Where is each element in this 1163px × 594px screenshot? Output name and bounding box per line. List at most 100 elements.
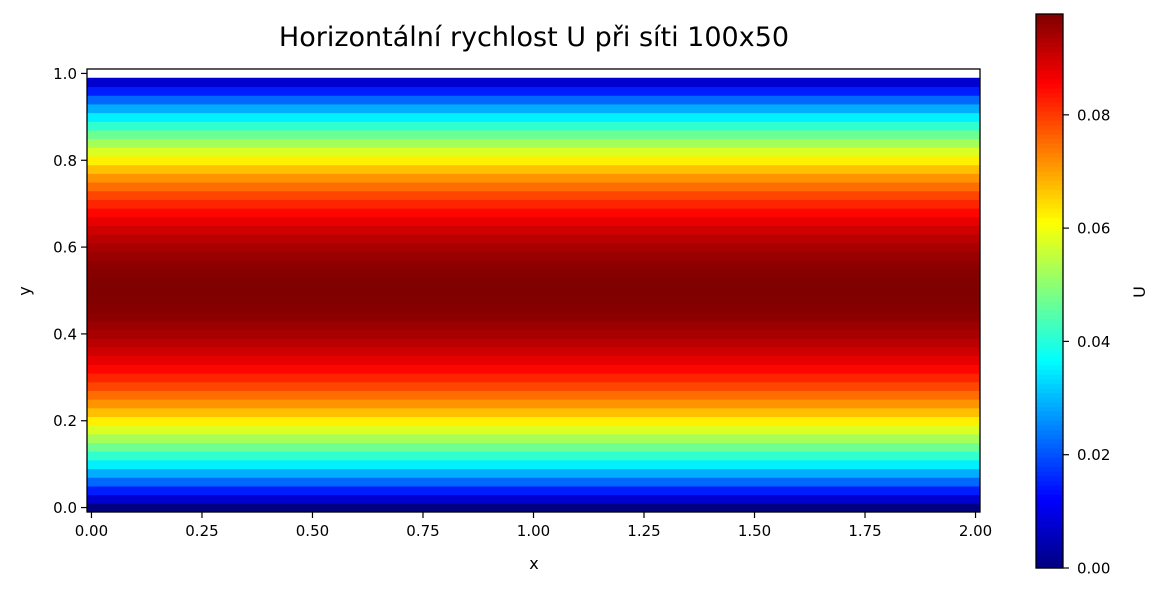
heatmap-cell — [87, 407, 980, 418]
colorbar-frame — [1035, 13, 1064, 569]
colorbar-segment — [1036, 41, 1063, 47]
heatmap-cell — [87, 77, 980, 88]
colorbar-segment — [1036, 50, 1063, 57]
colorbar-segment — [1036, 434, 1063, 440]
colorbar-segment — [1036, 161, 1063, 167]
colorbar-segment — [1036, 101, 1063, 107]
colorbar-segment — [1036, 277, 1063, 283]
colorbar-segment — [1036, 521, 1063, 528]
x-axis-label: x — [529, 554, 538, 573]
colorbar-segment — [1036, 203, 1063, 209]
colorbar-segment — [1036, 364, 1063, 371]
colorbar-segment — [1036, 471, 1063, 477]
colorbar-segment — [1036, 254, 1063, 260]
colorbar-segment — [1036, 443, 1063, 449]
colorbar-segment — [1036, 78, 1063, 84]
x-tick-label: 1.50 — [738, 522, 771, 540]
colorbar-segment — [1036, 32, 1063, 38]
heatmap-cell — [87, 312, 980, 322]
heatmap-cell — [87, 225, 980, 235]
colorbar-segment — [1036, 267, 1063, 274]
colorbar-segment — [1036, 235, 1063, 241]
heatmap-cell — [87, 355, 980, 365]
heatmap-cell — [87, 181, 980, 192]
colorbar-segment — [1036, 498, 1063, 504]
heatmap-cell — [87, 468, 980, 478]
x-tick-label: 1.75 — [848, 522, 881, 540]
x-tick-label: 0.00 — [75, 522, 108, 540]
colorbar-segment — [1036, 392, 1063, 398]
heatmap-cell — [87, 459, 980, 470]
colorbar-segment — [1036, 304, 1063, 311]
colorbar-segment — [1036, 14, 1063, 20]
colorbar-segment — [1036, 554, 1063, 560]
colorbar-segment — [1036, 134, 1063, 140]
colorbar-segment — [1036, 124, 1063, 131]
colorbar-segment — [1036, 69, 1063, 75]
heatmap-cell — [87, 433, 980, 444]
colorbar-segment — [1036, 152, 1063, 158]
y-axis-ticks: 0.0 0.2 0.4 0.6 0.8 1.0 — [53, 65, 87, 517]
heatmap-cell — [87, 442, 980, 452]
heatmap-cell — [87, 277, 980, 287]
colorbar-segment — [1036, 355, 1063, 361]
heatmap-cell — [87, 251, 980, 261]
colorbar-segment — [1036, 429, 1063, 435]
colorbar-segment — [1036, 244, 1063, 251]
colorbar-segment — [1036, 46, 1063, 52]
x-tick-label: 0.25 — [185, 522, 218, 540]
heatmap-cell — [87, 242, 980, 253]
colorbar-segment — [1036, 143, 1063, 149]
colorbar-segment — [1036, 401, 1063, 408]
colorbar-segment — [1036, 129, 1063, 135]
colorbar-segment — [1036, 226, 1063, 232]
y-tick-label: 0.8 — [53, 152, 77, 170]
colorbar-segment — [1036, 194, 1063, 200]
colorbar-segment — [1036, 517, 1063, 523]
colorbar-ticks: 0.00 0.02 0.04 0.06 0.08 — [1063, 106, 1110, 578]
colorbar-segment — [1036, 198, 1063, 204]
heatmap-cell — [87, 390, 980, 400]
colorbar-segment — [1036, 420, 1063, 426]
colorbar-segment — [1036, 503, 1063, 509]
colorbar-segment — [1036, 221, 1063, 227]
colorbar-tick-label: 0.06 — [1077, 220, 1110, 238]
colorbar-segment — [1036, 180, 1063, 186]
colorbar-segment — [1036, 184, 1063, 191]
colorbar-segment — [1036, 147, 1063, 154]
colorbar-segment — [1036, 189, 1063, 195]
colorbar-segment — [1036, 74, 1063, 80]
colorbar-segment — [1036, 494, 1063, 500]
colorbar-segment — [1036, 300, 1063, 306]
x-tick-label: 2.00 — [959, 522, 992, 540]
heatmap-cell — [87, 155, 980, 166]
heatmap-cell — [87, 485, 980, 496]
colorbar-tick-label: 0.08 — [1077, 106, 1110, 124]
heatmap-cell — [87, 138, 980, 148]
colorbar-segment — [1036, 23, 1063, 29]
heatmap-cell — [87, 199, 980, 209]
colorbar-segment — [1036, 337, 1063, 343]
colorbar-segment — [1036, 83, 1063, 89]
heatmap-cell — [87, 503, 980, 513]
colorbar-segment — [1036, 314, 1063, 320]
heatmap-cell — [87, 286, 980, 296]
colorbar-segment — [1036, 92, 1063, 98]
colorbar-segment — [1036, 351, 1063, 357]
heatmap-cell — [87, 164, 980, 174]
colorbar-segment — [1036, 461, 1063, 468]
chart-title: Horizontální rychlost U při síti 100x50 — [279, 22, 789, 53]
x-tick-label: 1.25 — [627, 522, 660, 540]
heatmap-cell — [87, 112, 980, 122]
colorbar-segment — [1036, 318, 1063, 324]
colorbar-segment — [1036, 360, 1063, 366]
colorbar-segment — [1036, 512, 1063, 518]
colorbar-segment — [1036, 480, 1063, 486]
colorbar-segment — [1036, 291, 1063, 297]
colorbar-segment — [1036, 475, 1063, 481]
y-axis-label: y — [15, 286, 34, 295]
heatmap-cell — [87, 425, 980, 435]
colorbar-segment — [1036, 120, 1063, 126]
heatmap-cell — [87, 451, 980, 461]
colorbar-segment — [1036, 110, 1063, 117]
